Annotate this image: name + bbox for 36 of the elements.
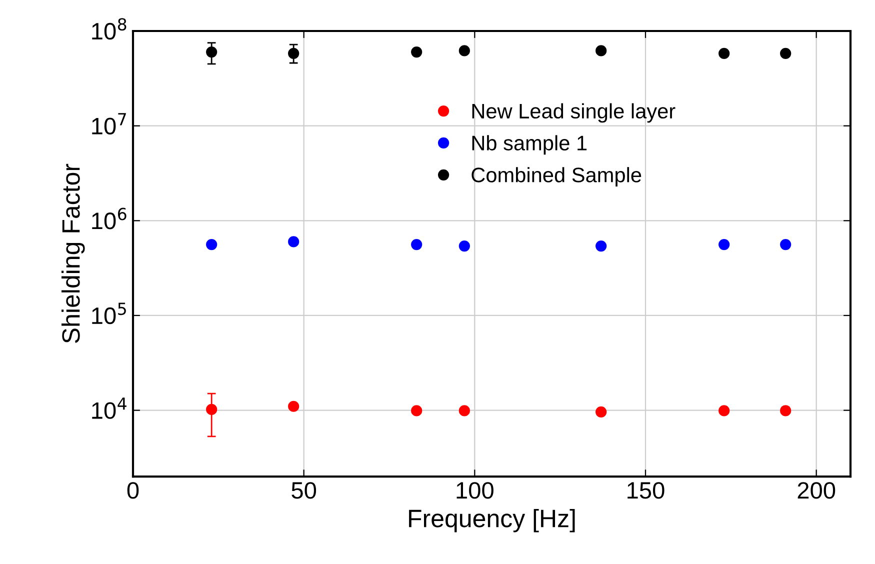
point bbox=[780, 48, 792, 60]
point bbox=[458, 405, 470, 416]
point bbox=[411, 405, 422, 416]
point bbox=[780, 238, 792, 250]
x-tick-label: 200 bbox=[798, 482, 836, 499]
x-tick-label: 0 bbox=[127, 482, 139, 499]
x-tick-label: 100 bbox=[456, 482, 494, 499]
legend-label: Nb sample 1 bbox=[472, 135, 587, 155]
point bbox=[596, 406, 607, 418]
point bbox=[718, 405, 730, 416]
point bbox=[596, 45, 607, 56]
y-tick-label: 10$^{4}$ bbox=[92, 398, 126, 419]
x-tick-label: 50 bbox=[292, 482, 316, 499]
point bbox=[596, 240, 607, 252]
legend-label: New Lead single layer bbox=[472, 103, 676, 123]
point bbox=[458, 45, 470, 56]
point bbox=[411, 238, 422, 250]
x-tick-label: 150 bbox=[628, 482, 664, 499]
point bbox=[206, 404, 218, 416]
point bbox=[288, 400, 300, 412]
point bbox=[780, 405, 792, 416]
x-axis-title: Frequency [Hz] bbox=[409, 509, 575, 532]
point bbox=[206, 238, 218, 250]
y-tick-label: 10$^{6}$ bbox=[92, 208, 126, 230]
y-axis-title: Shielding Factor bbox=[62, 164, 85, 343]
y-tick-label: 10$^{7}$ bbox=[92, 113, 126, 134]
y-tick-label: 10$^{8}$ bbox=[92, 18, 126, 40]
point bbox=[458, 240, 470, 252]
point bbox=[718, 48, 730, 60]
point bbox=[718, 238, 730, 250]
legend-label: Combined Sample bbox=[472, 167, 642, 186]
point bbox=[288, 48, 300, 60]
point bbox=[288, 236, 300, 248]
y-tick-label: 10$^{5}$ bbox=[92, 302, 126, 324]
point bbox=[411, 46, 422, 58]
point bbox=[206, 46, 218, 58]
